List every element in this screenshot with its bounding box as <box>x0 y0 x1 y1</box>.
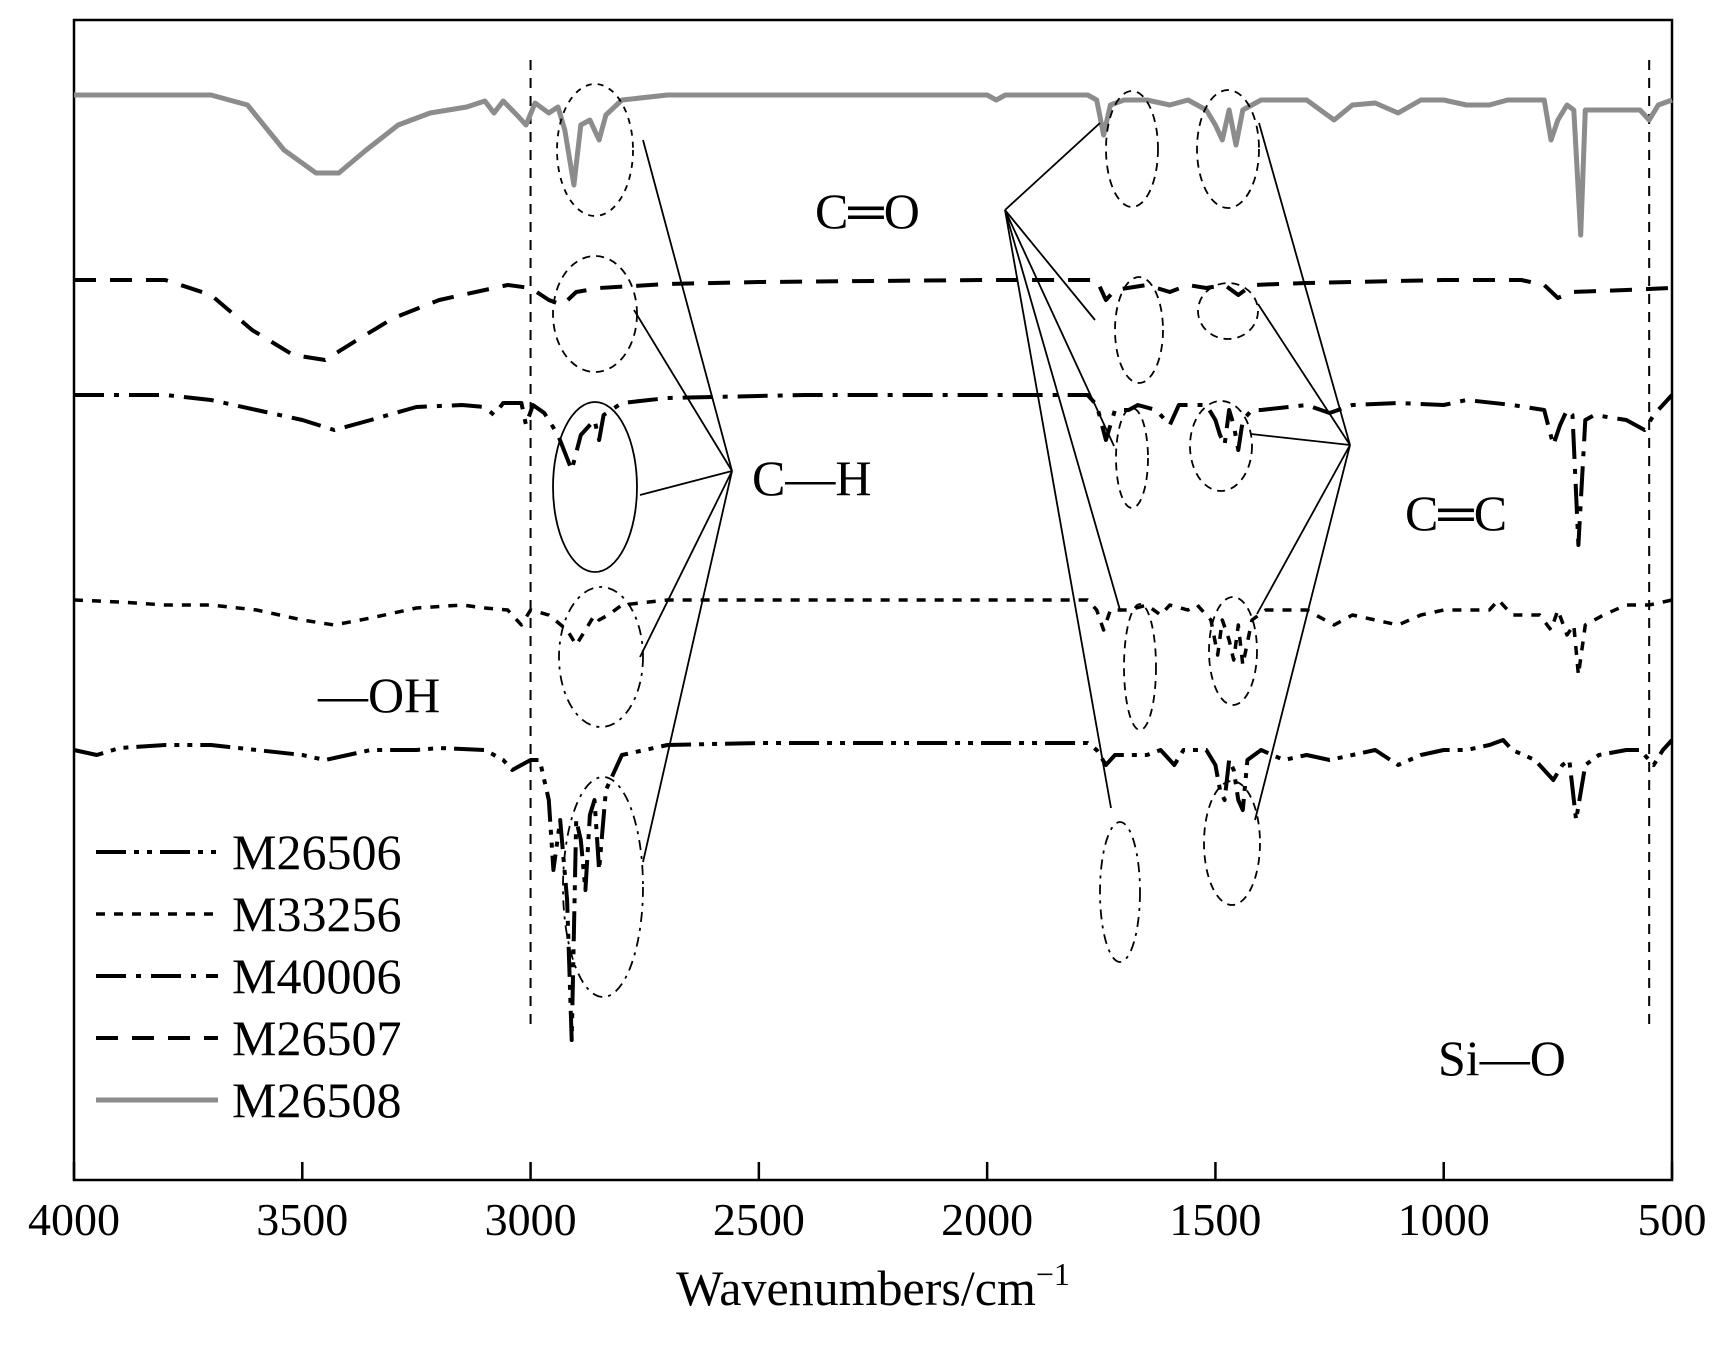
legend-label-M26506: M26506 <box>232 824 401 880</box>
annotation-ellipse <box>1203 780 1261 906</box>
annotation-ellipse <box>1189 400 1253 492</box>
x-tick-label: 2500 <box>713 1194 805 1245</box>
leader-line <box>1257 303 1351 446</box>
annotation-ellipse <box>1196 89 1260 209</box>
annotation-ellipse <box>1105 90 1159 208</box>
annotation-ellipse <box>1114 276 1164 384</box>
leader-line <box>1004 209 1115 447</box>
annotation-ellipse <box>558 586 644 728</box>
leader-line <box>1004 209 1112 809</box>
legend-label-M26508: M26508 <box>232 1072 401 1128</box>
annotation-oh: —OH <box>317 667 440 723</box>
leader-line <box>1004 209 1096 321</box>
annotation-ellipse <box>1208 596 1258 706</box>
series-M40006 <box>74 393 1674 547</box>
annotation-ellipse <box>1099 821 1141 963</box>
leader-line <box>639 470 733 658</box>
annotation-ellipse <box>1115 407 1149 509</box>
reference-lines <box>529 60 1651 1025</box>
x-axis-title-text: Wavenumbers/cm <box>676 1260 1036 1316</box>
leader-line <box>1256 444 1351 615</box>
x-axis-title: Wavenumbers/cm−1 <box>676 1256 1070 1316</box>
annotation-cc: C═C <box>1405 485 1507 541</box>
leader-line <box>1258 122 1351 446</box>
x-tick-label: 2000 <box>941 1194 1033 1245</box>
annotation-ellipse <box>562 776 644 998</box>
x-tick-label: 1500 <box>1169 1194 1261 1245</box>
series-M26507 <box>74 278 1673 362</box>
leader-line <box>639 470 733 496</box>
legend-label-M40006: M40006 <box>232 948 401 1004</box>
legend-label-M33256: M33256 <box>232 886 401 942</box>
leader-line <box>642 470 733 863</box>
leader-line <box>1250 433 1351 446</box>
leader-line <box>1004 122 1101 211</box>
x-axis-ticks: 4000 3500 3000 2500 2000 1500 1000 500 <box>28 1162 1707 1245</box>
annotation-ellipse <box>552 401 638 573</box>
annotation-sio: Si—O <box>1438 1030 1566 1086</box>
leader-line <box>1004 209 1121 611</box>
annotation-ellipse <box>1123 603 1157 731</box>
annotation-ellipse <box>552 255 638 373</box>
x-tick-label: 1000 <box>1398 1194 1490 1245</box>
annotation-ellipse <box>1197 282 1259 340</box>
x-tick-label: 3500 <box>256 1194 348 1245</box>
legend-label-M26507: M26507 <box>232 1010 401 1066</box>
leader-line <box>633 309 733 472</box>
x-tick-label: 4000 <box>28 1194 120 1245</box>
annotation-co: C═O <box>815 183 920 239</box>
series-M33256 <box>73 598 1673 677</box>
series-M26508 <box>74 92 1673 238</box>
x-tick-label: 3000 <box>485 1194 577 1245</box>
legend: M26506 M33256 M40006 M26507 M26508 <box>96 824 401 1128</box>
x-axis-title-superscript: −1 <box>1036 1256 1070 1292</box>
series-group <box>73 92 1674 1042</box>
annotation-ellipse <box>556 83 634 217</box>
annotation-ch: C—H <box>752 450 871 506</box>
annotation-leader-lines <box>633 122 1351 863</box>
series-M26506 <box>73 738 1674 1042</box>
leader-line <box>1254 444 1351 821</box>
x-tick-label: 500 <box>1638 1194 1707 1245</box>
leader-line <box>642 139 733 472</box>
